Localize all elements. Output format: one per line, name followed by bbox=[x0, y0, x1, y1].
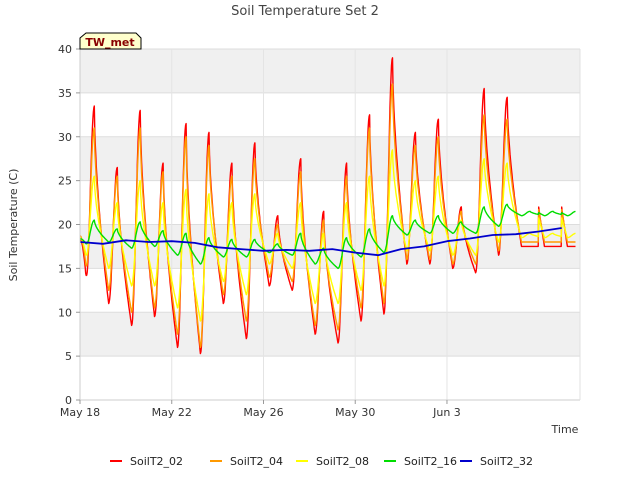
y-tick-label: 0 bbox=[65, 394, 72, 407]
annotation-box bbox=[79, 32, 142, 50]
y-tick-label: 10 bbox=[58, 306, 72, 319]
x-axis-title: Time bbox=[551, 423, 579, 436]
plot-band bbox=[80, 312, 580, 357]
series-line-soilt2-04 bbox=[79, 83, 576, 349]
chart-title: Soil Temperature Set 2 bbox=[231, 4, 379, 19]
series-line-soilt2-32 bbox=[79, 227, 562, 257]
y-tick-label: 30 bbox=[58, 131, 72, 144]
y-tick-label: 15 bbox=[58, 262, 72, 275]
legend-label: SoilT2_08 bbox=[316, 455, 369, 468]
legend: SoilT2_02 SoilT2_04 SoilT2_08 SoilT2_16 Soil… bbox=[110, 455, 533, 468]
x-tick-label: May 26 bbox=[243, 406, 283, 419]
y-tick-label: 25 bbox=[58, 175, 72, 188]
y-axis-title: Soil Temperature (C) bbox=[7, 169, 20, 282]
annotation-label: TW_met bbox=[85, 36, 134, 49]
y-tick-label: 40 bbox=[58, 43, 72, 56]
y-tick-label: 35 bbox=[58, 87, 72, 100]
series-lines bbox=[79, 57, 576, 355]
tw-met-annotation: TW_met bbox=[79, 32, 142, 50]
x-tick-label: May 18 bbox=[60, 406, 100, 419]
legend-label: SoilT2_16 bbox=[404, 455, 457, 468]
axes: 0 5 10 15 20 25 30 35 40 May 18 May 22 May 26 May 30… bbox=[58, 43, 581, 419]
plot-band bbox=[80, 49, 580, 93]
x-tick-label: May 22 bbox=[152, 406, 192, 419]
legend-label: SoilT2_04 bbox=[230, 455, 283, 468]
x-tick-label: May 30 bbox=[335, 406, 375, 419]
legend-label: SoilT2_32 bbox=[480, 455, 533, 468]
y-tick-label: 20 bbox=[58, 219, 72, 232]
legend-label: SoilT2_02 bbox=[130, 455, 183, 468]
y-tick-label: 5 bbox=[65, 350, 72, 363]
x-tick-label: Jun 3 bbox=[432, 406, 461, 419]
series-line-soilt2-16 bbox=[79, 203, 576, 270]
